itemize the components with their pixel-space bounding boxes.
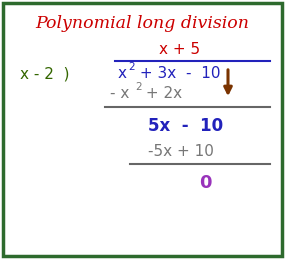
Text: 2: 2 [128,62,135,72]
Text: + 2x: + 2x [141,87,182,102]
Text: 5x  -  10: 5x - 10 [148,117,223,135]
Text: -5x + 10: -5x + 10 [148,143,214,159]
Text: - x: - x [110,87,129,102]
Text: 2: 2 [135,82,142,92]
Text: 0: 0 [199,174,211,192]
Text: + 3x  -  10: + 3x - 10 [135,67,221,82]
Text: Polynomial long division: Polynomial long division [35,15,249,32]
Text: x - 2  ): x - 2 ) [20,67,70,82]
Text: x + 5: x + 5 [159,41,201,56]
Text: x: x [118,67,127,82]
